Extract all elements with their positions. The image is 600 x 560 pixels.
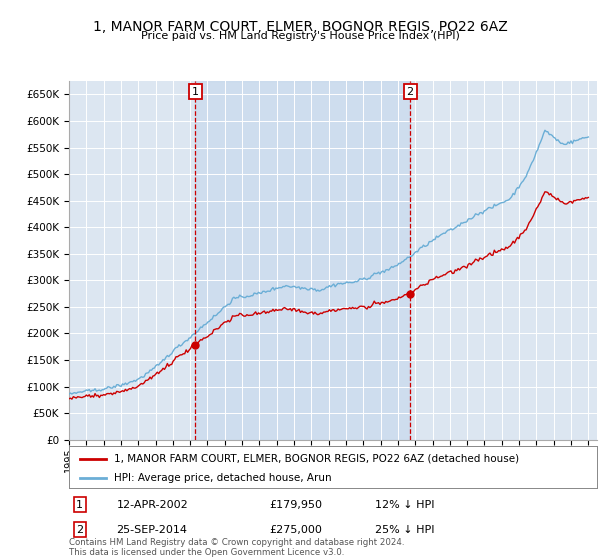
Text: 1, MANOR FARM COURT, ELMER, BOGNOR REGIS, PO22 6AZ: 1, MANOR FARM COURT, ELMER, BOGNOR REGIS… [92,20,508,34]
Text: 1: 1 [192,87,199,96]
Text: £179,950: £179,950 [269,500,323,510]
Text: 1, MANOR FARM COURT, ELMER, BOGNOR REGIS, PO22 6AZ (detached house): 1, MANOR FARM COURT, ELMER, BOGNOR REGIS… [114,454,519,464]
Text: £275,000: £275,000 [269,525,323,535]
Text: Contains HM Land Registry data © Crown copyright and database right 2024.
This d: Contains HM Land Registry data © Crown c… [69,538,404,557]
Text: 2: 2 [407,87,414,96]
Text: 25% ↓ HPI: 25% ↓ HPI [375,525,435,535]
Text: 25-SEP-2014: 25-SEP-2014 [116,525,188,535]
Text: Price paid vs. HM Land Registry's House Price Index (HPI): Price paid vs. HM Land Registry's House … [140,31,460,41]
Text: 12% ↓ HPI: 12% ↓ HPI [375,500,435,510]
Text: HPI: Average price, detached house, Arun: HPI: Average price, detached house, Arun [114,473,332,483]
Text: 2: 2 [76,525,83,535]
Bar [195,81,410,440]
Text: 1: 1 [76,500,83,510]
Text: 12-APR-2002: 12-APR-2002 [116,500,188,510]
